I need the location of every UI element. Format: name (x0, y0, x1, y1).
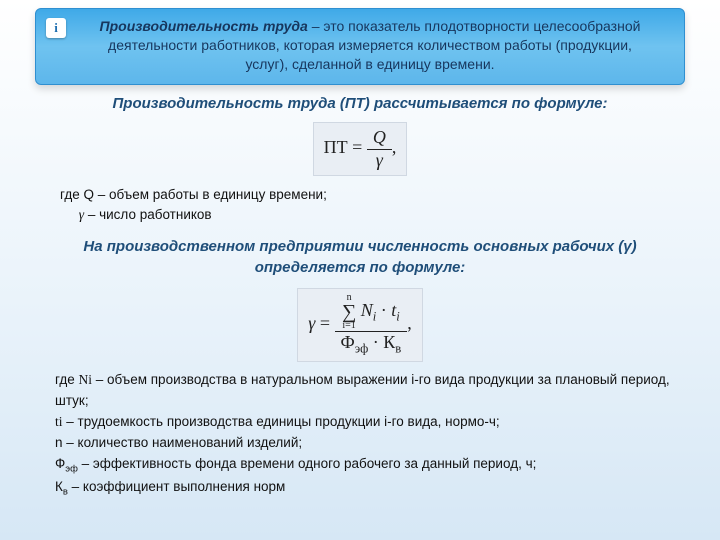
f2-frac: n∑i=1 Ni · tiФэф · Кв (335, 293, 408, 357)
heading-formula-2: На производственном предприятии численно… (40, 236, 680, 278)
definition-box: Производительность труда – это показател… (35, 8, 685, 85)
w2-ti: ti (55, 414, 63, 429)
sigma-bottom: i=1 (342, 321, 356, 331)
f2-num: n∑i=1 Ni · ti (335, 293, 408, 332)
where2-line1: где Ni – объем производства в натурально… (55, 370, 675, 412)
sigma-symbol: ∑ (342, 303, 356, 321)
formula-1-wrap: ПТ = Qγ, (313, 122, 408, 176)
w2-l4b: – эффективность фонда времени одного раб… (78, 456, 537, 471)
where1-line2: γ – число работников (60, 205, 327, 225)
w2-l1a: где (55, 372, 78, 387)
where1-l2-rest: – число работников (84, 207, 212, 222)
f2-K-sub: в (395, 342, 401, 356)
f1-lhs: ПТ (324, 137, 348, 157)
definition-term: Производительность труда (100, 18, 308, 34)
w2-Ni: Ni (78, 372, 92, 387)
f2-dot2: · (368, 332, 383, 352)
w2-Phi: Ф (55, 456, 65, 471)
f2-dot1: · (376, 300, 391, 320)
formula-1: ПТ = Qγ, (0, 122, 720, 176)
where-block-1: где Q – объем работы в единицу времени; … (60, 185, 327, 226)
w2-Phi-sub: эф (65, 463, 78, 474)
f1-eq: = (348, 137, 367, 157)
where2-line3: n – количество наименований изделий; (55, 433, 675, 454)
where-block-2: где Ni – объем производства в натурально… (55, 370, 675, 500)
f1-frac: Qγ (367, 127, 392, 171)
info-icon-glyph: i (54, 20, 58, 36)
f1-trail: , (392, 137, 397, 157)
f1-num: Q (367, 127, 392, 150)
heading-formula-1: Производительность труда (ПТ) рассчитыва… (70, 95, 650, 112)
where2-line2: ti – трудоемкость производства единицы п… (55, 412, 675, 433)
w2-K: К (55, 479, 63, 494)
f2-Phi: Ф (341, 332, 355, 352)
f2-eq: = (315, 313, 334, 333)
f2-Phi-sub: эф (355, 342, 369, 356)
w2-l5b: – коэффициент выполнения норм (68, 479, 285, 494)
where1-line1: где Q – объем работы в единицу времени; (60, 185, 327, 205)
formula-2: γ = n∑i=1 Ni · tiФэф · Кв, (0, 288, 720, 362)
formula-2-wrap: γ = n∑i=1 Ni · tiФэф · Кв, (297, 288, 422, 362)
f2-K: К (383, 332, 395, 352)
sigma-block: n∑i=1 (342, 293, 356, 331)
f2-den: Фэф · Кв (335, 332, 408, 357)
where2-line4: Фэф – эффективность фонда времени одного… (55, 454, 675, 477)
w2-l1c: – объем производства в натуральном выраж… (55, 372, 670, 408)
f1-den: γ (367, 150, 392, 172)
f2-N: N (361, 300, 373, 320)
where2-line5: Кв – коэффициент выполнения норм (55, 477, 675, 500)
f2-ti: i (396, 310, 400, 324)
f2-trail: , (407, 313, 412, 333)
w2-l2b: – трудоемкость производства единицы прод… (63, 414, 500, 429)
info-icon: i (46, 18, 66, 38)
